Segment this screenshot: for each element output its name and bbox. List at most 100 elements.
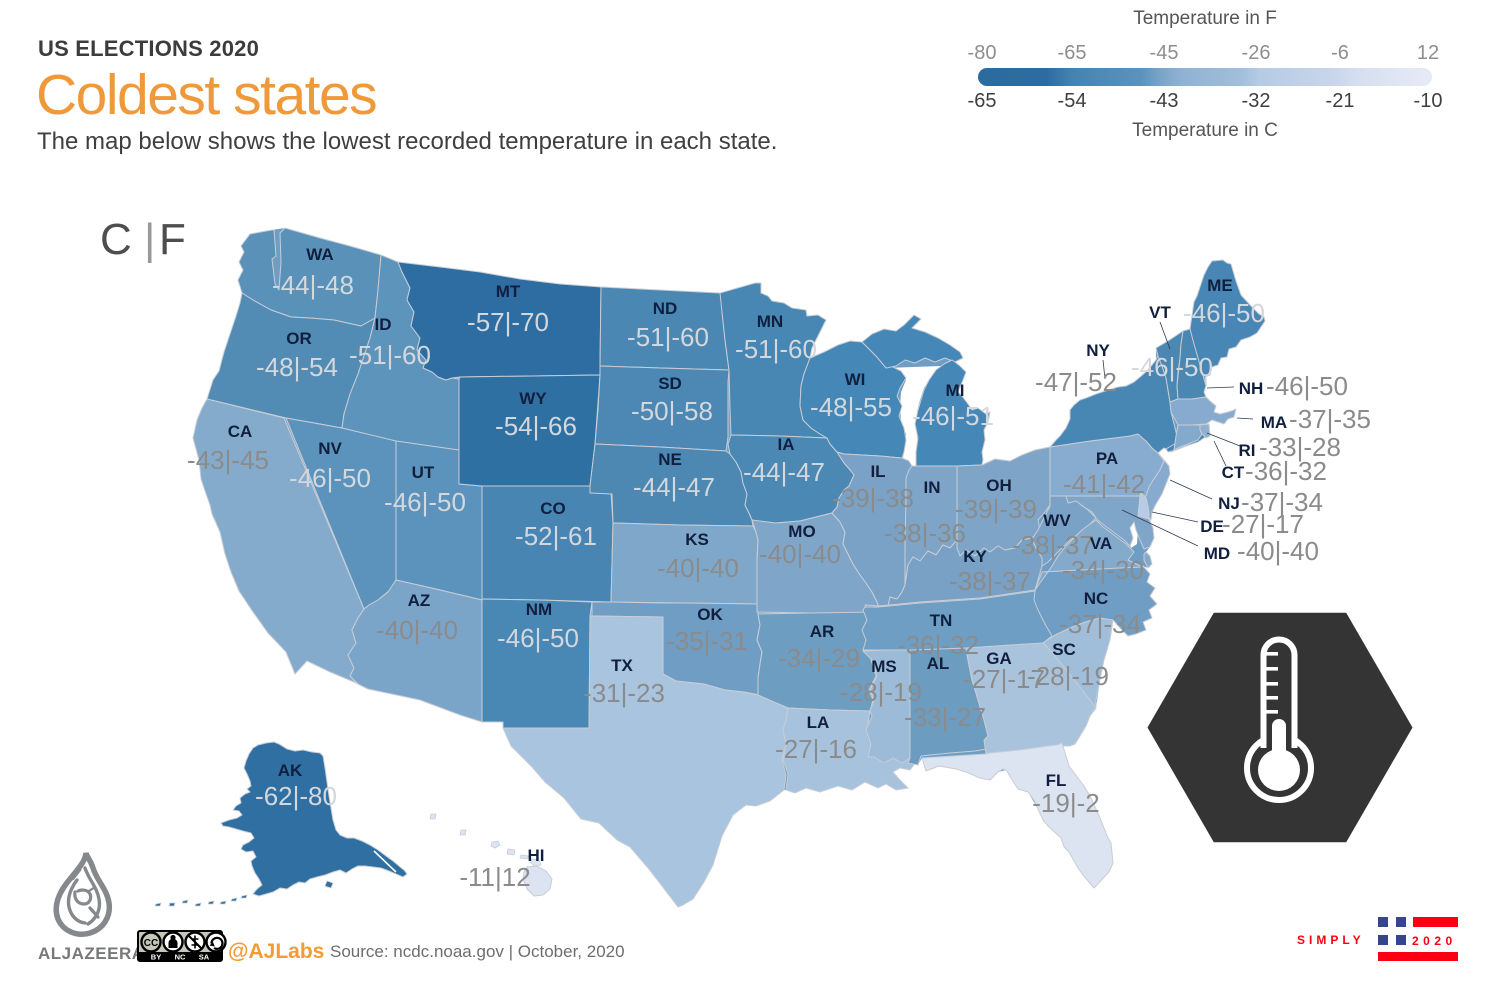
svg-text:C|F: C |F [100,215,186,264]
svg-text:-27|-17: -27|-17 [963,664,1045,694]
svg-text:-48|-55: -48|-55 [810,392,892,422]
svg-text:NY: NY [1086,341,1110,360]
svg-text:-46|-50: -46|-50 [384,487,466,517]
svg-text:MN: MN [757,312,783,331]
svg-text:SC: SC [1052,640,1076,659]
svg-text:-46|-50: -46|-50 [497,623,579,653]
svg-text:AK: AK [278,761,303,780]
svg-text:HI: HI [528,846,545,865]
svg-text:-44|-47: -44|-47 [743,457,825,487]
svg-text:IA: IA [778,435,795,454]
svg-text:NJ: NJ [1218,494,1240,513]
svg-text:-51|-60: -51|-60 [627,322,709,352]
svg-text:WI: WI [845,370,866,389]
svg-text:-46|-50: -46|-50 [1266,371,1348,401]
svg-text:-36|-32: -36|-32 [1245,456,1327,486]
svg-text:CC: CC [144,938,158,949]
svg-text:UT: UT [412,463,435,482]
svg-text:-31|-23: -31|-23 [583,678,665,708]
svg-text:CA: CA [228,422,253,441]
svg-text:-33|-27: -33|-27 [904,702,986,732]
svg-text:NV: NV [318,439,342,458]
svg-text:-27|-16: -27|-16 [775,734,857,764]
svg-text:MO: MO [788,522,815,541]
svg-text:-62|-80: -62|-80 [255,781,337,811]
svg-text:-44|-48: -44|-48 [272,270,354,300]
svg-text:-47|-52: -47|-52 [1035,367,1117,397]
svg-text:-51|-60: -51|-60 [735,334,817,364]
svg-text:-57|-70: -57|-70 [467,307,549,337]
svg-text:-52|-61: -52|-61 [515,521,597,551]
svg-text:NC: NC [1084,589,1109,608]
svg-text:CO: CO [540,499,566,518]
svg-text:-37|-35: -37|-35 [1289,404,1371,434]
svg-text:VA: VA [1090,534,1112,553]
svg-text:-35|-31: -35|-31 [666,626,748,656]
svg-text:WA: WA [306,245,333,264]
svg-text:-46|-50: -46|-50 [289,463,371,493]
svg-text:MD: MD [1204,544,1230,563]
svg-text:ME: ME [1207,276,1233,295]
svg-text:-38|-36: -38|-36 [884,518,966,548]
svg-text:ND: ND [653,299,678,318]
svg-text:-38|-37: -38|-37 [1012,530,1094,560]
svg-text:TN: TN [930,611,953,630]
svg-text:VT: VT [1149,303,1171,322]
svg-text:WY: WY [519,389,547,408]
svg-text:MI: MI [946,381,965,400]
svg-text:-27|-17: -27|-17 [1222,509,1304,539]
svg-text:-36|-32: -36|-32 [897,630,979,660]
svg-text:KS: KS [685,530,709,549]
svg-text:-37|-34: -37|-34 [1059,609,1141,639]
svg-text:NM: NM [526,600,552,619]
svg-text:TX: TX [611,656,633,675]
svg-text:MT: MT [496,282,521,301]
svg-text:RI: RI [1239,441,1256,460]
svg-text:FL: FL [1046,771,1067,790]
svg-text:-40|-40: -40|-40 [1237,536,1319,566]
svg-text:-54|-66: -54|-66 [495,411,577,441]
svg-text:-46|-50: -46|-50 [1131,352,1213,382]
svg-text:-50|-58: -50|-58 [631,396,713,426]
svg-text:-38|-37: -38|-37 [949,566,1031,596]
svg-text:AZ: AZ [408,591,431,610]
svg-text:-41|-42: -41|-42 [1063,469,1145,499]
svg-text:-46|-51: -46|-51 [912,401,994,431]
svg-text:OH: OH [986,476,1012,495]
svg-text:-34|-29: -34|-29 [778,643,860,673]
svg-text:SA: SA [199,953,210,962]
svg-text:OR: OR [286,329,312,348]
svg-text:BY: BY [151,953,161,962]
svg-text:-46|-50: -46|-50 [1183,298,1265,328]
svg-text:-11|12: -11|12 [459,862,530,892]
svg-text:-39|-39: -39|-39 [955,494,1037,524]
svg-text:ALJAZEERA: ALJAZEERA [38,944,145,963]
svg-text:IL: IL [870,462,885,481]
svg-text:PA: PA [1096,449,1118,468]
svg-text:-37|-34: -37|-34 [1241,487,1323,517]
svg-text:-51|-60: -51|-60 [349,340,431,370]
svg-text:-19|-2: -19|-2 [1032,788,1099,818]
svg-text:CT: CT [1222,463,1245,482]
svg-text:MA: MA [1261,413,1287,432]
svg-text:-48|-54: -48|-54 [256,352,338,382]
svg-text:@AJLabs: @AJLabs [228,940,324,963]
svg-text:MS: MS [871,657,897,676]
svg-text:OK: OK [697,605,723,624]
svg-text:Source: ncdc.noaa.gov | Octobe: Source: ncdc.noaa.gov | October, 2020 [330,942,625,961]
svg-text:LA: LA [807,713,830,732]
svg-text:-44|-47: -44|-47 [633,472,715,502]
svg-text:NC: NC [175,953,186,962]
svg-text:ID: ID [375,315,392,334]
svg-text:WV: WV [1043,511,1071,530]
svg-text:AR: AR [810,622,835,641]
svg-text:-33|-28: -33|-28 [1259,432,1341,462]
svg-text:-34|-30: -34|-30 [1062,555,1144,585]
svg-text:-39|-38: -39|-38 [832,483,914,513]
svg-text:NE: NE [658,450,682,469]
svg-text:-28|-19: -28|-19 [840,677,922,707]
svg-text:-40|-40: -40|-40 [657,553,739,583]
svg-text:-28|-19: -28|-19 [1027,661,1109,691]
svg-text:-43|-45: -43|-45 [187,445,269,475]
svg-text:DE: DE [1200,517,1224,536]
